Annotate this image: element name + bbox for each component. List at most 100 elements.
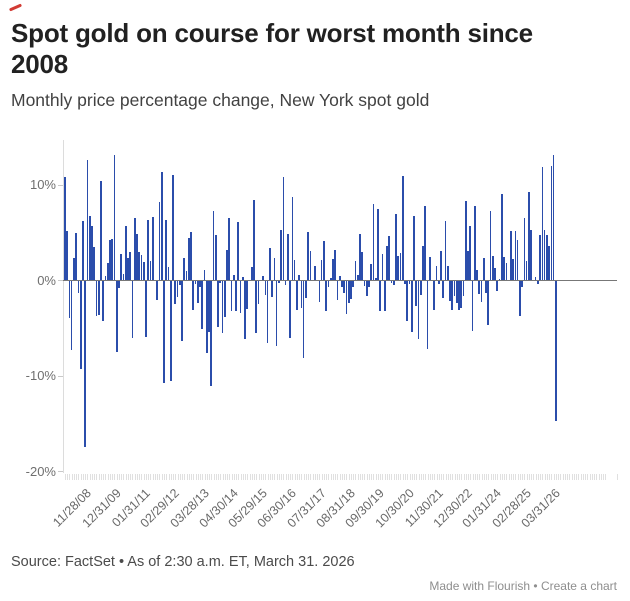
bar[interactable] bbox=[253, 200, 255, 281]
bar[interactable] bbox=[203, 270, 206, 281]
bar[interactable] bbox=[230, 280, 233, 312]
bar[interactable] bbox=[537, 280, 539, 285]
bar[interactable] bbox=[496, 280, 499, 292]
bar[interactable] bbox=[343, 280, 346, 293]
bar[interactable] bbox=[136, 233, 138, 281]
bar[interactable] bbox=[471, 280, 474, 332]
bar[interactable] bbox=[262, 275, 264, 281]
bar[interactable] bbox=[187, 237, 190, 281]
bar[interactable] bbox=[455, 280, 458, 303]
bar[interactable] bbox=[519, 280, 521, 316]
bar[interactable] bbox=[235, 280, 237, 312]
bar[interactable] bbox=[345, 280, 348, 315]
bar[interactable] bbox=[392, 280, 395, 286]
bar[interactable] bbox=[478, 280, 481, 294]
bar[interactable] bbox=[250, 267, 253, 281]
bar[interactable] bbox=[232, 274, 235, 281]
bar[interactable] bbox=[365, 280, 368, 296]
bar[interactable] bbox=[226, 250, 228, 281]
bar[interactable] bbox=[156, 280, 159, 300]
bar[interactable] bbox=[361, 251, 364, 281]
bar[interactable] bbox=[555, 280, 557, 422]
bar[interactable] bbox=[435, 266, 438, 281]
bar[interactable] bbox=[264, 280, 267, 295]
bar[interactable] bbox=[377, 208, 379, 281]
bar[interactable] bbox=[397, 255, 400, 281]
bar[interactable] bbox=[379, 280, 382, 312]
bar[interactable] bbox=[174, 280, 177, 304]
bar[interactable] bbox=[208, 280, 210, 333]
bar[interactable] bbox=[521, 280, 523, 288]
bar[interactable] bbox=[528, 191, 530, 281]
bar[interactable] bbox=[302, 280, 305, 358]
bar[interactable] bbox=[260, 279, 262, 281]
bar[interactable] bbox=[118, 280, 120, 289]
bar[interactable] bbox=[534, 276, 537, 281]
bar[interactable] bbox=[543, 229, 546, 281]
bar[interactable] bbox=[269, 248, 271, 281]
bar[interactable] bbox=[241, 276, 244, 281]
bar[interactable] bbox=[354, 261, 357, 281]
bar[interactable] bbox=[154, 279, 156, 281]
bar[interactable] bbox=[221, 280, 224, 334]
bar[interactable] bbox=[196, 280, 199, 303]
bar[interactable] bbox=[500, 193, 503, 281]
bar[interactable] bbox=[205, 280, 208, 354]
bar[interactable] bbox=[480, 280, 483, 302]
bar[interactable] bbox=[505, 263, 508, 281]
bar[interactable] bbox=[476, 270, 478, 281]
bar[interactable] bbox=[293, 259, 296, 281]
bar[interactable] bbox=[552, 154, 555, 281]
bar[interactable] bbox=[347, 280, 350, 303]
bar[interactable] bbox=[273, 257, 276, 281]
bar[interactable] bbox=[298, 274, 300, 281]
bar[interactable] bbox=[228, 217, 231, 281]
bar[interactable] bbox=[395, 213, 397, 281]
bar[interactable] bbox=[282, 177, 285, 281]
bar[interactable] bbox=[84, 280, 86, 447]
bar[interactable] bbox=[341, 280, 343, 288]
bar[interactable] bbox=[163, 280, 165, 383]
bar[interactable] bbox=[525, 260, 528, 281]
bar[interactable] bbox=[458, 280, 460, 311]
bar[interactable] bbox=[88, 215, 91, 281]
bar[interactable] bbox=[417, 280, 420, 339]
bar[interactable] bbox=[266, 280, 269, 343]
bar[interactable] bbox=[115, 280, 118, 353]
bar[interactable] bbox=[183, 257, 186, 281]
bar[interactable] bbox=[485, 280, 487, 293]
bar[interactable] bbox=[433, 280, 436, 311]
bar[interactable] bbox=[248, 279, 251, 281]
bar[interactable] bbox=[388, 235, 391, 281]
bar[interactable] bbox=[185, 271, 188, 281]
bar[interactable] bbox=[239, 280, 242, 314]
bar[interactable] bbox=[462, 280, 465, 296]
bar[interactable] bbox=[305, 280, 307, 298]
bar[interactable] bbox=[109, 240, 111, 281]
bar[interactable] bbox=[194, 280, 197, 285]
bar[interactable] bbox=[530, 229, 532, 281]
bar[interactable] bbox=[415, 280, 418, 307]
bar[interactable] bbox=[280, 229, 282, 281]
bar[interactable] bbox=[437, 280, 440, 285]
bar[interactable] bbox=[541, 166, 544, 281]
bar[interactable] bbox=[257, 280, 260, 304]
bar[interactable] bbox=[133, 217, 136, 281]
bar[interactable] bbox=[442, 280, 445, 298]
bar[interactable] bbox=[464, 201, 467, 281]
bar[interactable] bbox=[491, 255, 494, 281]
bar[interactable] bbox=[86, 160, 89, 281]
bar[interactable] bbox=[104, 275, 107, 281]
bar[interactable] bbox=[127, 257, 129, 281]
bar[interactable] bbox=[413, 215, 415, 281]
bar[interactable] bbox=[223, 280, 226, 317]
bar[interactable] bbox=[327, 280, 330, 288]
bar[interactable] bbox=[446, 266, 449, 281]
bar[interactable] bbox=[201, 280, 204, 330]
bar[interactable] bbox=[111, 238, 114, 281]
bar[interactable] bbox=[550, 165, 553, 281]
bar[interactable] bbox=[363, 280, 366, 287]
bar[interactable] bbox=[334, 250, 336, 281]
bar[interactable] bbox=[516, 240, 519, 281]
bar[interactable] bbox=[372, 204, 375, 281]
